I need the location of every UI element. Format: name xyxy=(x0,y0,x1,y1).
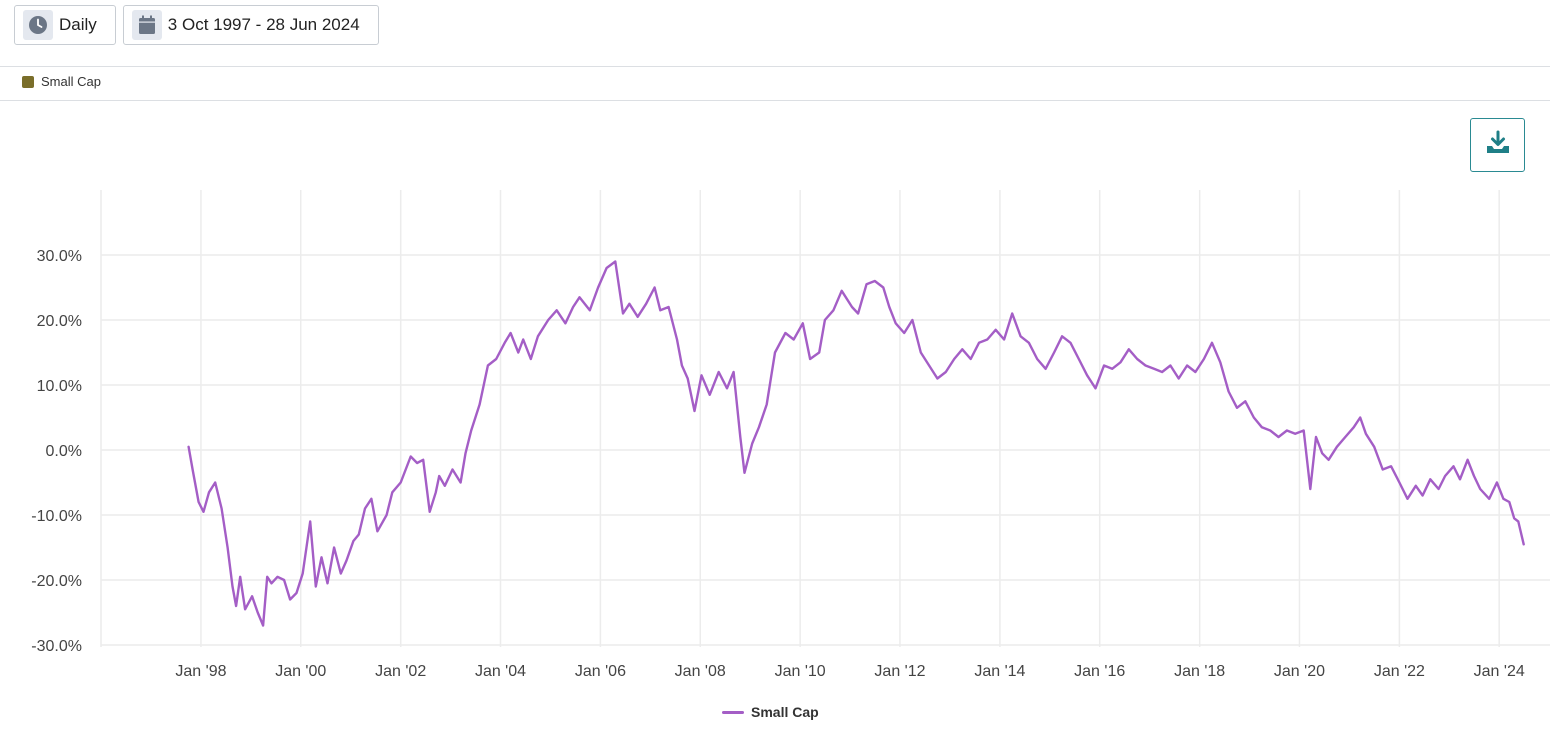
frequency-button[interactable]: Daily xyxy=(14,5,116,45)
x-tick-label: Jan '24 xyxy=(1474,663,1525,680)
top-legend[interactable]: Small Cap xyxy=(22,74,101,89)
toolbar: Daily 3 Oct 1997 - 28 Jun 2024 xyxy=(14,5,379,45)
x-tick-label: Jan '08 xyxy=(675,663,726,680)
y-tick-label: 20.0% xyxy=(37,313,82,330)
y-tick-label: -10.0% xyxy=(31,508,82,525)
x-tick-label: Jan '12 xyxy=(874,663,925,680)
x-tick-label: Jan '06 xyxy=(575,663,626,680)
x-tick-label: Jan '02 xyxy=(375,663,426,680)
y-tick-label: 30.0% xyxy=(37,248,82,265)
clock-icon xyxy=(23,10,53,40)
x-tick-label: Jan '16 xyxy=(1074,663,1125,680)
bottom-legend-label: Small Cap xyxy=(751,704,819,720)
x-tick-label: Jan '18 xyxy=(1174,663,1225,680)
x-tick-label: Jan '22 xyxy=(1374,663,1425,680)
top-legend-label: Small Cap xyxy=(41,74,101,89)
download-button[interactable] xyxy=(1470,118,1525,172)
x-tick-label: Jan '98 xyxy=(175,663,226,680)
date-range-button[interactable]: 3 Oct 1997 - 28 Jun 2024 xyxy=(122,5,379,45)
x-tick-label: Jan '14 xyxy=(974,663,1025,680)
bottom-legend[interactable]: Small Cap xyxy=(722,704,819,720)
y-tick-label: 10.0% xyxy=(37,378,82,395)
legend-swatch xyxy=(22,75,34,88)
date-range-label: 3 Oct 1997 - 28 Jun 2024 xyxy=(167,15,360,34)
x-tick-label: Jan '10 xyxy=(775,663,826,680)
x-tick-label: Jan '00 xyxy=(275,663,326,680)
legend-line-marker xyxy=(722,710,744,714)
y-tick-label: -30.0% xyxy=(31,638,82,655)
divider-top xyxy=(0,66,1550,67)
frequency-label: Daily xyxy=(59,15,97,34)
y-tick-label: 0.0% xyxy=(46,443,82,460)
download-icon xyxy=(1485,130,1511,161)
divider-bottom xyxy=(0,100,1550,101)
series-line-small-cap[interactable] xyxy=(187,260,1525,627)
line-chart: 30.0% 20.0% 10.0% 0.0% -10.0% -20.0% -30.0% Ja… xyxy=(31,190,1550,680)
calendar-icon xyxy=(131,10,162,40)
x-tick-label: Jan '04 xyxy=(475,663,526,680)
y-tick-label: -20.0% xyxy=(31,573,82,590)
x-tick-label: Jan '20 xyxy=(1274,663,1325,680)
